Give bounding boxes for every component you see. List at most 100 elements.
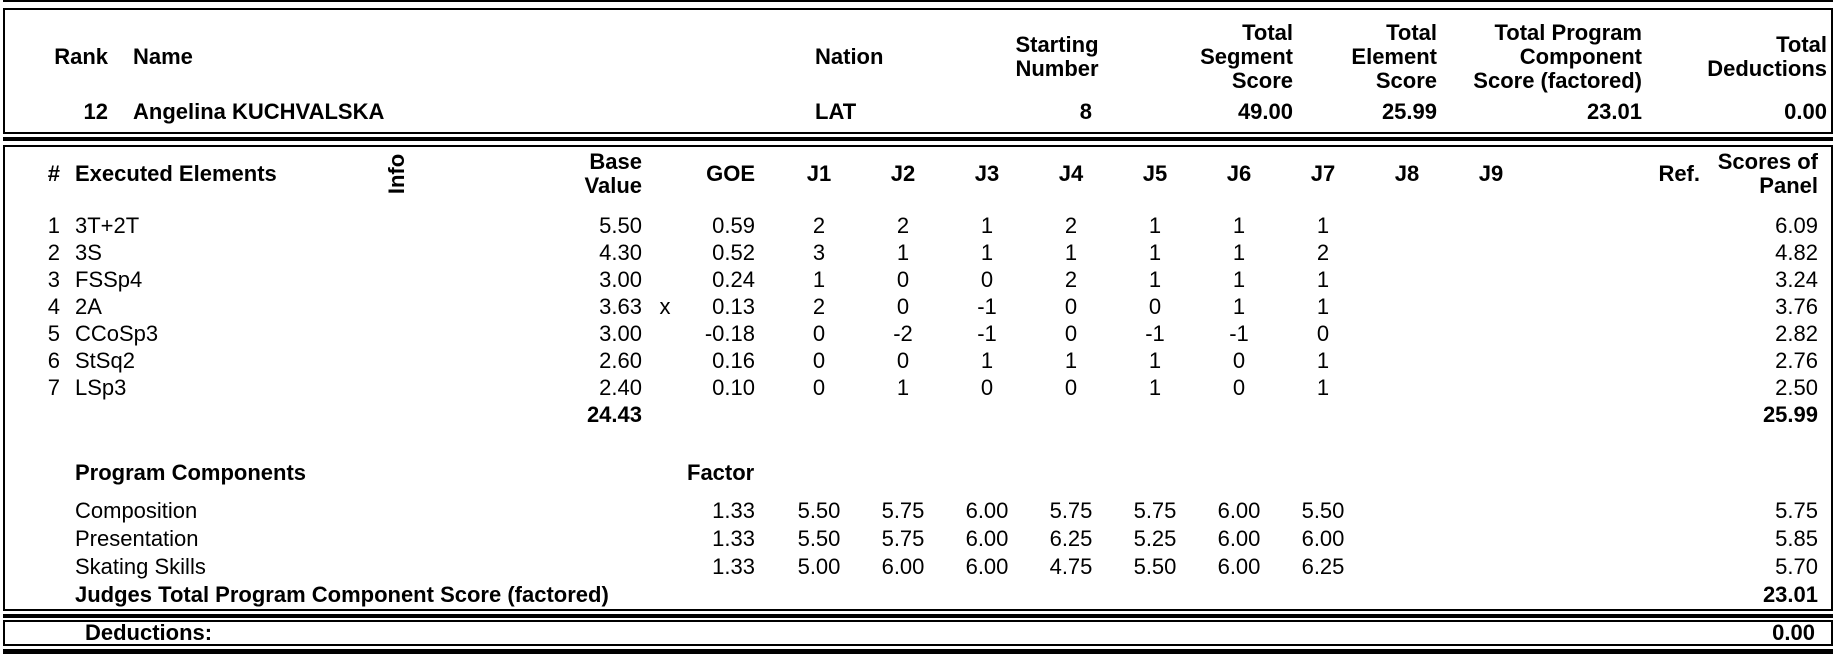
judge-score: 5.25 — [1133, 526, 1177, 551]
goe-value: -0.18 — [704, 321, 755, 346]
separator-rule-1 — [3, 137, 1833, 141]
judge-score: 1 — [1064, 348, 1078, 373]
element-number: 2 — [47, 240, 60, 265]
judge-score: 3 — [812, 240, 826, 265]
judge-score: 6.25 — [1049, 526, 1093, 551]
panel-score: 3.76 — [1775, 294, 1818, 319]
deductions-box-border — [3, 620, 1833, 646]
base-value: 2.60 — [599, 348, 642, 373]
judge-score: 1 — [1148, 240, 1162, 265]
panel-score: 3.24 — [1775, 267, 1818, 292]
total-deductions-column-label: Total Deductions — [1707, 32, 1827, 81]
judge-score: 0 — [1064, 321, 1078, 346]
judge-score: 0 — [1064, 375, 1078, 400]
goe-value: 0.13 — [712, 294, 755, 319]
judge-score: 1 — [980, 348, 994, 373]
base-value: 3.00 — [599, 267, 642, 292]
goe-value: 0.10 — [712, 375, 755, 400]
judge-score: 6.00 — [881, 554, 925, 579]
col-header-judge-5: J5 — [1142, 161, 1168, 186]
element-row: 5 CCoSp3 3.00 -0.18 0 -2 -1 0 -1 -1 0 2.… — [0, 320, 1836, 347]
total-element-score-value: 25.99 — [1381, 99, 1437, 124]
judge-score: 0 — [1232, 375, 1246, 400]
judge-score: 2 — [1064, 267, 1078, 292]
judge-score: 6.00 — [965, 498, 1009, 523]
goe-value: 0.59 — [712, 213, 755, 238]
element-number: 5 — [47, 321, 60, 346]
bottom-rule — [3, 649, 1833, 654]
judge-score: 1 — [1232, 267, 1246, 292]
total-deductions-value: 0.00 — [1784, 99, 1827, 124]
judge-score: 5.75 — [881, 498, 925, 523]
col-header-judge-2: J2 — [890, 161, 916, 186]
judge-score: 1 — [1232, 213, 1246, 238]
judge-score: 6.25 — [1301, 554, 1345, 579]
judge-score: 4.75 — [1049, 554, 1093, 579]
judge-score: 5.75 — [1049, 498, 1093, 523]
judge-score: 1 — [1148, 267, 1162, 292]
element-row: 3 FSSp4 3.00 0.24 1 0 0 2 1 1 1 3.24 — [0, 266, 1836, 293]
col-header-base-value: Base Value — [584, 149, 642, 198]
judge-score: 1 — [1148, 213, 1162, 238]
panel-score: 6.09 — [1775, 213, 1818, 238]
component-row: Skating Skills 1.33 5.00 6.00 6.00 4.75 … — [0, 553, 1836, 580]
component-factor: 1.33 — [712, 526, 755, 551]
judge-score: 6.00 — [1217, 526, 1261, 551]
program-components-title: Program Components — [75, 460, 307, 485]
judge-score: 1 — [1232, 240, 1246, 265]
judge-score: 0 — [1148, 294, 1162, 319]
element-row: 2 3S 4.30 0.52 3 1 1 1 1 1 2 4.82 — [0, 239, 1836, 266]
starting-number-column-label: Starting Number — [1015, 32, 1099, 81]
components-total-value: 23.01 — [1762, 582, 1818, 607]
col-header-scores-of-panel: Scores of Panel — [1717, 149, 1818, 198]
element-number: 3 — [47, 267, 60, 292]
total-element-score-column-label: Total Element Score — [1351, 20, 1437, 93]
judge-score: 0 — [1316, 321, 1330, 346]
col-header-goe: GOE — [706, 161, 755, 186]
judge-score: 2 — [896, 213, 910, 238]
panel-score: 5.70 — [1775, 554, 1818, 579]
judge-score: 0 — [980, 267, 994, 292]
judge-score: 5.50 — [1133, 554, 1177, 579]
judge-score: 2 — [812, 294, 826, 319]
panel-score: 2.76 — [1775, 348, 1818, 373]
judge-score: 0 — [812, 348, 826, 373]
base-value: 2.40 — [599, 375, 642, 400]
judge-score: 5.75 — [1133, 498, 1177, 523]
judge-score: 0 — [812, 321, 826, 346]
judge-score: 1 — [980, 213, 994, 238]
judge-score: 1 — [1064, 240, 1078, 265]
element-number: 7 — [47, 375, 60, 400]
judge-score: 0 — [1064, 294, 1078, 319]
name-column-label: Name — [133, 44, 193, 69]
judge-score: 0 — [812, 375, 826, 400]
deductions-label: Deductions: — [85, 620, 213, 645]
judge-score: 6.00 — [1217, 554, 1261, 579]
components-total-row: Judges Total Program Component Score (fa… — [0, 581, 1836, 608]
total-segment-score-column-label: Total Segment Score — [1200, 20, 1293, 93]
col-header-judge-7: J7 — [1310, 161, 1336, 186]
component-name: Presentation — [75, 526, 199, 551]
judge-score: 1 — [1232, 294, 1246, 319]
col-header-judge-6: J6 — [1226, 161, 1252, 186]
judge-score: 5.00 — [797, 554, 841, 579]
credit-marker: x — [659, 294, 671, 319]
component-row: Presentation 1.33 5.50 5.75 6.00 6.25 5.… — [0, 525, 1836, 552]
judge-score: 1 — [1148, 348, 1162, 373]
panel-score: 5.85 — [1775, 526, 1818, 551]
judge-score: 1 — [1316, 267, 1330, 292]
judge-score: 0 — [980, 375, 994, 400]
judge-score: -1 — [977, 294, 997, 319]
col-header-judge-4: J4 — [1058, 161, 1084, 186]
component-factor: 1.33 — [712, 498, 755, 523]
components-header-row: Program Components Factor — [0, 459, 1836, 486]
goe-value: 0.16 — [712, 348, 755, 373]
judge-score: 6.00 — [1301, 526, 1345, 551]
element-number: 6 — [47, 348, 60, 373]
col-header-executed-elements: Executed Elements — [75, 161, 277, 186]
